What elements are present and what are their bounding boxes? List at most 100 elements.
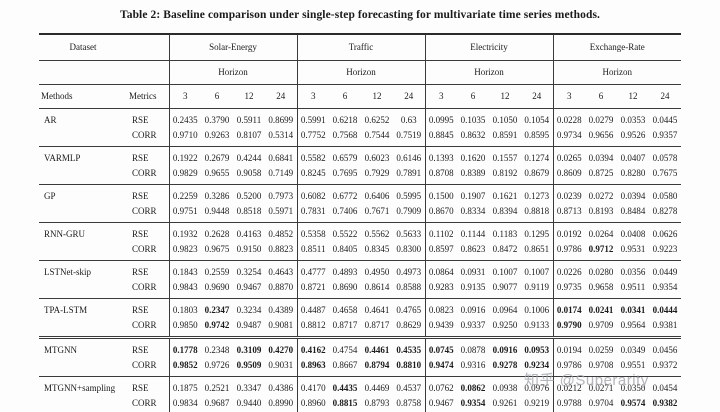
value-cell: 0.0265 xyxy=(552,146,585,166)
value-cell: 0.6406 xyxy=(361,184,393,204)
value-cell: 0.8629 xyxy=(396,319,422,330)
value-cell: 0.0454 xyxy=(649,376,681,396)
value-cell: 0.9381 xyxy=(652,319,678,330)
value-cell: 0.5633 xyxy=(393,222,425,242)
value-cell: 0.0408 xyxy=(617,222,649,242)
value-cell: 0.8845 xyxy=(424,127,457,147)
table-row: CORR 0.9843 0.9690 0.9467 0.8870 0.8721 0.8690… xyxy=(39,279,681,299)
value-cell: 0.8472 xyxy=(492,243,518,254)
value-cell: 0.9786 xyxy=(552,357,585,377)
value-cell: 0.0878 xyxy=(457,336,489,358)
value-cell: 0.4469 xyxy=(361,376,393,396)
value-cell: 0.4461 xyxy=(361,336,393,358)
metric-label: RSE xyxy=(127,184,169,204)
horizon-tick: 24 xyxy=(521,84,553,109)
value-cell: 0.1778 xyxy=(168,336,201,358)
value-cell: 0.8609 xyxy=(552,165,585,185)
columns-header-row: Methods Metrics 3 6 12 24 3 6 12 24 3 6 12 24 3 6 12 24 xyxy=(39,84,681,109)
value-cell: 0.8667 xyxy=(332,359,358,370)
value-cell: 0.0280 xyxy=(585,260,617,280)
table-row: CORR 0.9823 0.9675 0.9150 0.8823 0.8511 0.8405… xyxy=(39,241,681,261)
value-cell: 0.9337 xyxy=(460,319,486,330)
value-cell: 0.0226 xyxy=(552,260,585,280)
value-cell: 0.8614 xyxy=(364,281,390,292)
value-cell: 0.4244 xyxy=(233,146,265,166)
value-cell: 0.1050 xyxy=(492,114,518,125)
horizon-tick: 6 xyxy=(457,84,489,109)
method-name: VARMLP xyxy=(39,146,127,185)
value-cell: 0.8334 xyxy=(460,205,486,216)
value-cell: 0.6841 xyxy=(265,146,297,166)
value-cell: 0.9735 xyxy=(552,279,585,299)
value-cell: 0.5991 xyxy=(296,108,329,128)
value-cell: 0.0995 xyxy=(424,108,457,128)
metric-label: CORR xyxy=(132,243,157,254)
table-row: CORR 0.9829 0.9655 0.9058 0.7149 0.8245 0.7695… xyxy=(39,165,681,185)
value-cell: 0.0259 xyxy=(585,336,617,358)
value-cell: 0.0916 xyxy=(489,336,521,358)
value-cell: 0.0264 xyxy=(585,222,617,242)
value-cell: 0.2679 xyxy=(201,146,233,166)
value-cell: 0.9511 xyxy=(620,281,646,292)
results-table: Dataset Solar-Energy Traffic Electricity Ex… xyxy=(39,33,681,412)
value-cell: 0.1183 xyxy=(489,222,521,242)
value-cell: 0.6252 xyxy=(364,114,390,125)
table-row: LSTNet-skip RSE 0.1843 0.2559 0.3254 0.4643 0.… xyxy=(39,260,681,299)
methods-label: Methods xyxy=(39,84,127,109)
value-cell: 0.4170 xyxy=(296,376,329,396)
value-cell: 0.1295 xyxy=(521,222,553,242)
value-cell: 0.8679 xyxy=(524,167,550,178)
value-cell: 0.7519 xyxy=(396,129,422,140)
value-cell: 0.0976 xyxy=(521,376,553,396)
value-cell: 0.8960 xyxy=(296,395,329,412)
value-cell: 0.9357 xyxy=(652,129,678,140)
value-cell: 0.8597 xyxy=(424,241,457,261)
metric-label: RSE xyxy=(127,298,169,318)
value-cell: 0.9704 xyxy=(588,397,614,408)
value-cell: 0.8245 xyxy=(296,165,329,185)
value-cell: 0.9531 xyxy=(620,243,646,254)
value-cell: 0.9382 xyxy=(652,397,678,408)
horizon-tick: 12 xyxy=(617,84,649,109)
value-cell: 0.9439 xyxy=(424,317,457,338)
value-cell: 0.3234 xyxy=(233,298,265,318)
value-cell: 0.5358 xyxy=(296,222,329,242)
value-cell: 0.9135 xyxy=(460,281,486,292)
dataset-group-header: Solar-Energy xyxy=(168,34,297,61)
value-cell: 0.6218 xyxy=(332,114,358,125)
value-cell: 0.9788 xyxy=(552,395,585,412)
value-cell: 0.2347 xyxy=(201,298,233,318)
value-cell: 0.9786 xyxy=(552,241,585,261)
horizon-tick: 12 xyxy=(489,84,521,109)
value-cell: 0.4643 xyxy=(265,260,297,280)
table-row: CORR 0.9850 0.9742 0.9487 0.9081 0.8812 0.8717… xyxy=(39,317,681,338)
value-cell: 0.9150 xyxy=(236,243,262,254)
value-cell: 0.8651 xyxy=(524,243,550,254)
table-row: AR RSE 0.2435 0.3790 0.5911 0.8699 0.5991 0.621… xyxy=(39,108,681,128)
value-cell: 0.7568 xyxy=(332,129,358,140)
value-cell: 0.4658 xyxy=(329,298,361,318)
table-row: GP RSE 0.2259 0.3286 0.5200 0.7973 0.6082 0.677… xyxy=(39,184,681,223)
value-cell: 0.9133 xyxy=(524,319,550,330)
value-cell: 0.6023 xyxy=(361,146,393,166)
value-cell: 0.9487 xyxy=(236,319,262,330)
value-cell: 0.1907 xyxy=(457,184,489,204)
value-cell: 0.8810 xyxy=(396,359,422,370)
value-cell: 0.5200 xyxy=(233,184,265,204)
value-cell: 0.3254 xyxy=(233,260,265,280)
value-cell: 0.8405 xyxy=(332,243,358,254)
value-cell: 0.4487 xyxy=(296,298,329,318)
value-cell: 0.4389 xyxy=(265,298,297,318)
horizon-tick: 24 xyxy=(393,84,425,109)
value-cell: 0.9829 xyxy=(168,165,201,185)
value-cell: 0.9278 xyxy=(492,359,518,370)
horizon-tick: 6 xyxy=(329,84,361,109)
value-cell: 0.8300 xyxy=(396,243,422,254)
value-cell: 0.9509 xyxy=(236,359,262,370)
value-cell: 0.9790 xyxy=(552,317,585,338)
value-cell: 0.4537 xyxy=(393,376,425,396)
value-cell: 0.8623 xyxy=(460,243,486,254)
value-cell: 0.5522 xyxy=(329,222,361,242)
value-cell: 0.0626 xyxy=(649,222,681,242)
value-cell: 0.0449 xyxy=(649,260,681,280)
